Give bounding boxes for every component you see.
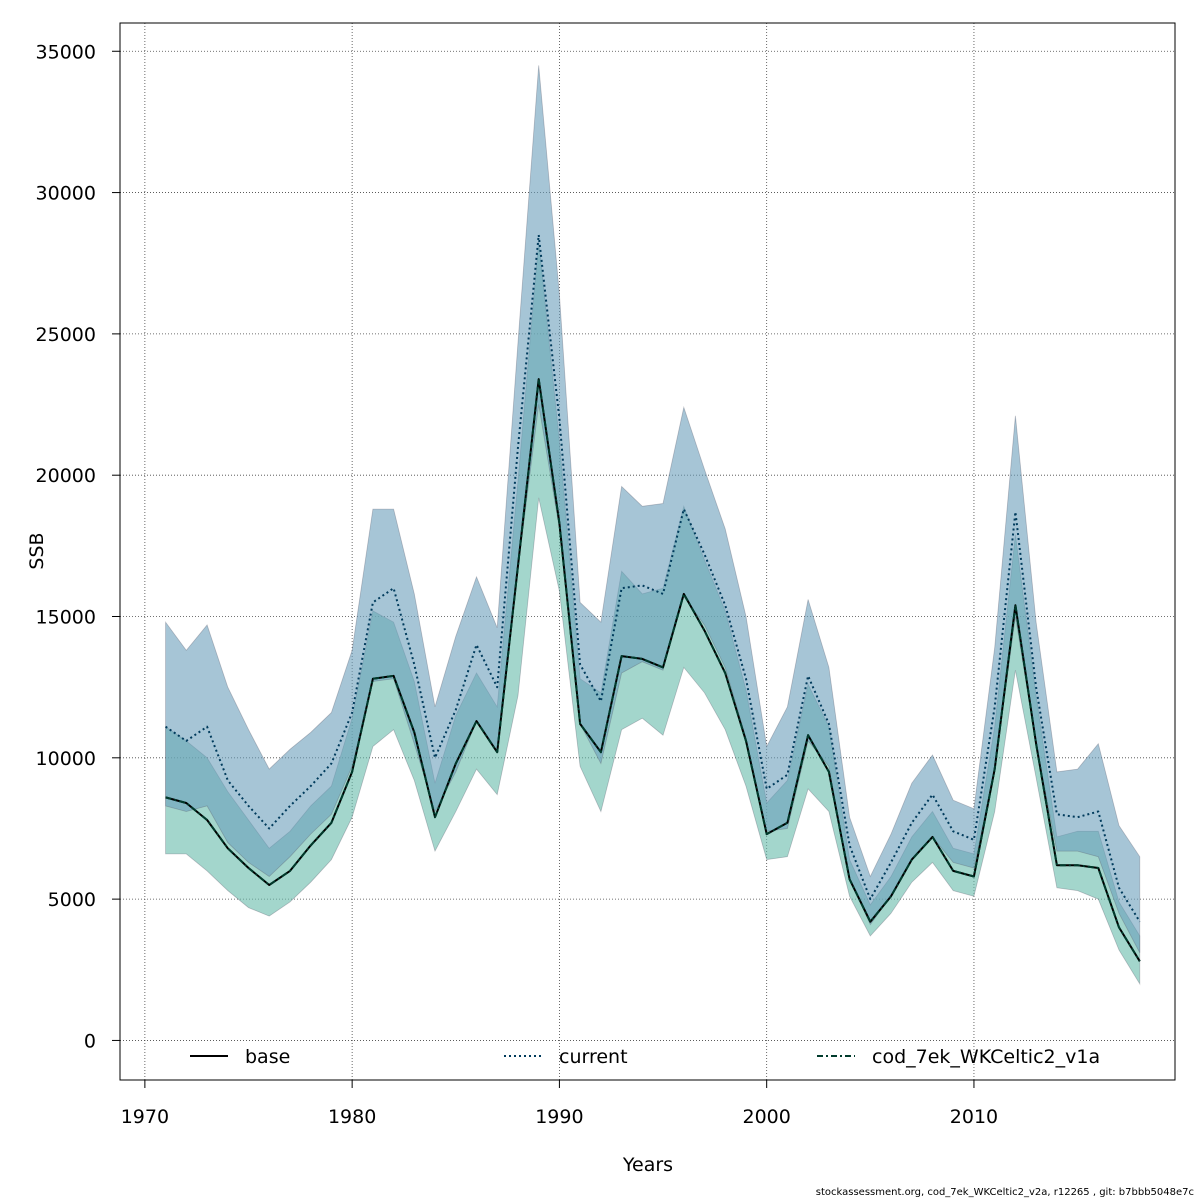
y-tick-label-0: 0 [84, 1030, 96, 1052]
y-tick-label-35000: 35000 [36, 41, 96, 63]
legend-label-cod_7ek_WKCeltic2_v1a: cod_7ek_WKCeltic2_v1a [872, 1046, 1100, 1068]
x-tick-label-1980: 1980 [328, 1106, 376, 1128]
series-lines [165, 234, 1141, 962]
x-tick-label-1970: 1970 [121, 1106, 169, 1128]
y-axis: 0 5000 10000 15000 20000 25000 30000 35000 [36, 41, 121, 1052]
x-tick-label-2010: 2010 [950, 1106, 998, 1128]
series-line-cod_7ek_WKCeltic2_v1a [165, 378, 1141, 962]
legend-label-current: current [559, 1046, 628, 1068]
x-tick-label-2000: 2000 [743, 1106, 791, 1128]
x-axis-title: Years [622, 1154, 673, 1176]
y-tick-label-15000: 15000 [36, 607, 96, 629]
legend: base current cod_7ek_WKCeltic2_v1a [190, 1046, 1100, 1068]
x-tick-label-1990: 1990 [535, 1106, 583, 1128]
legend-label-base: base [245, 1046, 290, 1068]
y-tick-label-20000: 20000 [36, 465, 96, 487]
confidence-bands [165, 65, 1141, 986]
x-axis: 1970 1980 1990 2000 2010 [121, 1079, 998, 1128]
y-tick-label-5000: 5000 [48, 889, 96, 911]
y-axis-title: SSB [26, 532, 48, 569]
y-tick-label-25000: 25000 [36, 324, 96, 346]
series-line-current [165, 234, 1141, 923]
y-tick-label-10000: 10000 [36, 748, 96, 770]
y-tick-label-30000: 30000 [36, 183, 96, 205]
footer-note: stockassessment.org, cod_7ek_WKCeltic2_v… [815, 1187, 1194, 1198]
band-current [165, 65, 1141, 953]
